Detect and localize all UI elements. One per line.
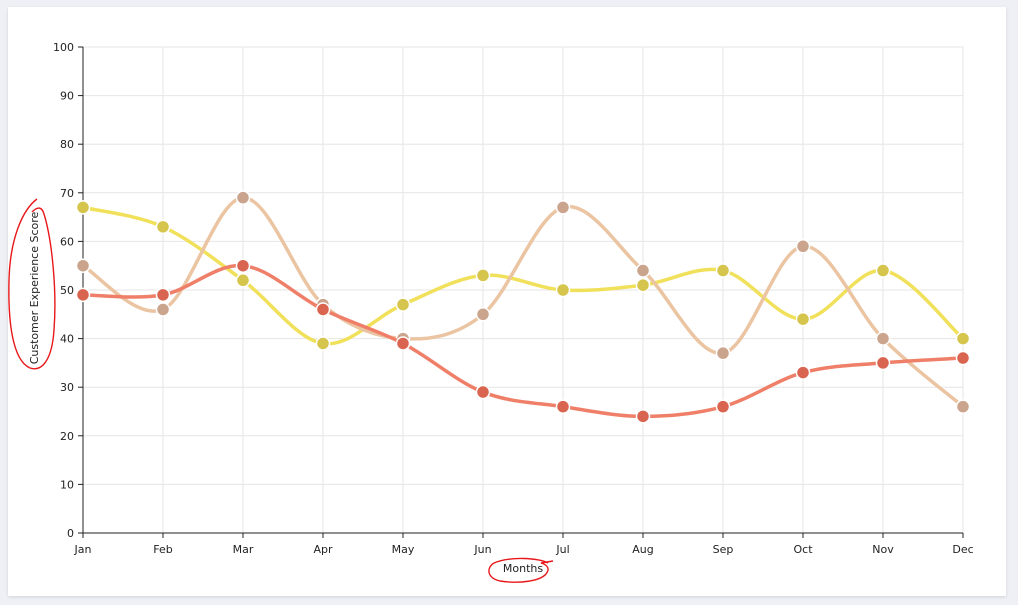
grid-lines bbox=[83, 46, 964, 533]
x-tick-label: Sep bbox=[713, 543, 734, 556]
data-point[interactable] bbox=[555, 282, 571, 298]
data-point[interactable] bbox=[875, 263, 891, 278]
series-line bbox=[81, 263, 965, 419]
data-point[interactable] bbox=[75, 200, 91, 215]
x-axis-title: Months bbox=[503, 562, 543, 575]
x-tick-label: Jan bbox=[74, 543, 92, 556]
annotation-circle-y-label bbox=[8, 198, 56, 370]
data-point[interactable] bbox=[715, 263, 731, 278]
data-point[interactable] bbox=[395, 336, 411, 351]
tick-labels: 0 10 20 30 40 50 60 70 80 90 100 Jan Feb Mar Apr May Jun… bbox=[53, 41, 974, 556]
data-point[interactable] bbox=[955, 399, 971, 414]
data-point[interactable] bbox=[475, 307, 491, 322]
y-tick-label: 10 bbox=[60, 478, 74, 491]
data-point[interactable] bbox=[235, 190, 251, 205]
data-point[interactable] bbox=[715, 399, 731, 414]
data-point[interactable] bbox=[315, 302, 331, 317]
data-point[interactable] bbox=[795, 365, 811, 380]
data-point[interactable] bbox=[555, 200, 571, 215]
data-point[interactable] bbox=[235, 258, 251, 273]
series-2 bbox=[75, 190, 971, 414]
y-tick-label: 60 bbox=[60, 235, 74, 248]
y-tick-label: 30 bbox=[60, 381, 74, 394]
x-tick-label: May bbox=[392, 543, 415, 556]
y-tick-label: 50 bbox=[60, 284, 74, 297]
x-tick-label: Dec bbox=[952, 543, 973, 556]
x-tick-label: Mar bbox=[233, 543, 254, 556]
x-tick-label: Apr bbox=[313, 543, 333, 556]
data-point[interactable] bbox=[955, 350, 971, 366]
series-line bbox=[81, 195, 965, 409]
x-tick-label: Jun bbox=[473, 543, 491, 556]
data-point[interactable] bbox=[155, 219, 171, 235]
data-point[interactable] bbox=[155, 302, 171, 317]
data-point[interactable] bbox=[795, 239, 811, 254]
data-point[interactable] bbox=[635, 277, 651, 293]
data-point[interactable] bbox=[875, 331, 891, 346]
x-tick-label: Aug bbox=[632, 543, 653, 556]
data-point[interactable] bbox=[315, 336, 331, 351]
axes bbox=[78, 46, 964, 538]
data-point[interactable] bbox=[715, 345, 731, 361]
data-point[interactable] bbox=[475, 384, 491, 400]
y-tick-label: 80 bbox=[60, 138, 74, 151]
y-tick-label: 90 bbox=[60, 90, 74, 103]
data-point[interactable] bbox=[395, 297, 411, 312]
x-tick-label: Jul bbox=[555, 543, 569, 556]
y-axis-title: Customer Experience Score bbox=[28, 211, 41, 364]
x-tick-label: Oct bbox=[793, 543, 813, 556]
data-point[interactable] bbox=[635, 409, 651, 424]
series-group bbox=[75, 190, 971, 424]
series-1 bbox=[75, 200, 971, 351]
data-point[interactable] bbox=[635, 263, 651, 278]
data-point[interactable] bbox=[75, 258, 91, 273]
x-tick-label: Feb bbox=[153, 543, 172, 556]
data-point[interactable] bbox=[795, 311, 811, 327]
data-point[interactable] bbox=[955, 331, 971, 346]
data-point[interactable] bbox=[155, 287, 171, 303]
y-tick-label: 70 bbox=[60, 187, 74, 200]
y-tick-label: 0 bbox=[67, 527, 74, 540]
x-tick-label: Nov bbox=[872, 543, 894, 556]
hand-drawn-annotations bbox=[8, 198, 554, 583]
y-tick-label: 100 bbox=[53, 41, 74, 54]
data-point[interactable] bbox=[555, 399, 571, 414]
data-point[interactable] bbox=[875, 355, 891, 371]
data-point[interactable] bbox=[235, 273, 251, 288]
y-tick-label: 20 bbox=[60, 430, 74, 443]
data-point[interactable] bbox=[75, 287, 91, 303]
y-tick-label: 40 bbox=[60, 333, 74, 346]
data-point[interactable] bbox=[475, 268, 491, 283]
series-3 bbox=[75, 258, 971, 424]
annotation-circle-x-label bbox=[488, 557, 554, 583]
